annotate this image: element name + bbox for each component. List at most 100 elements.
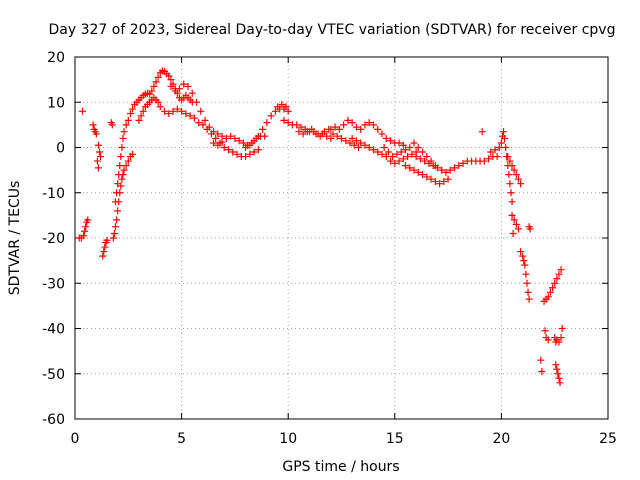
- y-tick-label: -20: [42, 231, 65, 247]
- data-point: [485, 155, 493, 163]
- data-point: [167, 76, 175, 84]
- data-point: [120, 128, 128, 136]
- data-point: [524, 288, 532, 296]
- data-point: [348, 119, 356, 127]
- data-point: [361, 141, 369, 149]
- data-point: [374, 125, 382, 133]
- data-point: [210, 139, 218, 147]
- x-axis-label: GPS time / hours: [282, 459, 399, 475]
- data-point: [94, 141, 102, 149]
- y-tick-label: -30: [42, 276, 65, 292]
- plot-frame: [74, 56, 609, 420]
- data-point: [333, 132, 341, 140]
- data-point: [284, 119, 292, 127]
- y-tick-label: -40: [42, 322, 65, 338]
- data-point: [229, 148, 237, 156]
- data-point: [218, 138, 226, 146]
- data-point: [506, 157, 514, 165]
- data-point: [346, 139, 354, 147]
- data-point: [538, 367, 546, 375]
- data-point: [380, 144, 388, 151]
- data-point: [267, 112, 275, 120]
- data-point: [517, 248, 525, 256]
- data-point: [512, 220, 520, 228]
- data-point: [320, 128, 328, 136]
- data-point: [556, 379, 564, 387]
- data-point: [118, 144, 126, 151]
- y-tick-label: 10: [47, 95, 65, 111]
- data-point: [231, 134, 239, 142]
- data-point: [399, 155, 407, 163]
- data-point: [323, 132, 331, 140]
- data-point: [239, 139, 247, 147]
- data-point: [259, 125, 267, 133]
- data-point: [338, 134, 345, 142]
- data-point: [190, 114, 198, 122]
- data-point: [94, 164, 102, 172]
- data-point: [455, 162, 463, 170]
- data-point: [254, 132, 262, 140]
- y-tick-label: 0: [56, 141, 65, 157]
- data-point: [312, 130, 320, 138]
- data-point: [523, 279, 531, 287]
- data-point: [119, 134, 127, 142]
- data-point: [103, 236, 111, 244]
- data-point: [212, 134, 220, 142]
- data-point: [487, 148, 495, 156]
- data-point: [154, 73, 162, 81]
- x-tick-label: 5: [177, 431, 186, 447]
- data-point: [101, 243, 109, 251]
- data-point: [522, 270, 530, 278]
- data-point: [207, 130, 215, 138]
- data-point: [506, 180, 514, 188]
- data-point: [425, 159, 433, 167]
- data-point: [113, 189, 121, 197]
- data-point: [414, 144, 422, 151]
- data-point: [201, 116, 209, 124]
- data-point: [278, 101, 286, 109]
- data-point: [81, 227, 89, 235]
- data-point: [261, 132, 269, 140]
- data-point: [124, 157, 132, 165]
- data-point: [129, 150, 137, 158]
- data-point: [195, 119, 203, 127]
- data-point: [115, 171, 123, 179]
- data-point: [519, 252, 527, 260]
- data-point: [382, 153, 390, 161]
- data-point: [100, 248, 108, 256]
- data-point: [299, 130, 307, 138]
- data-point: [557, 334, 565, 342]
- data-point: [171, 87, 179, 95]
- data-point: [188, 89, 196, 97]
- data-point: [139, 107, 147, 115]
- data-point: [193, 98, 201, 106]
- data-point: [374, 148, 382, 156]
- data-point: [446, 166, 454, 174]
- data-point: [510, 166, 518, 174]
- data-point: [436, 180, 444, 188]
- data-point: [254, 146, 262, 154]
- data-point: [419, 148, 427, 156]
- data-point: [387, 157, 395, 165]
- data-point: [361, 121, 369, 129]
- data-point: [551, 279, 559, 287]
- data-point: [114, 180, 122, 188]
- data-point: [109, 234, 117, 242]
- data-point: [214, 130, 222, 138]
- data-point: [537, 356, 545, 364]
- data-point: [512, 171, 520, 179]
- data-point: [242, 144, 250, 151]
- data-point: [423, 153, 431, 161]
- data-point: [442, 168, 450, 176]
- data-point: [89, 121, 97, 129]
- data-point: [233, 150, 241, 158]
- data-point: [387, 137, 395, 145]
- data-point: [478, 128, 486, 136]
- data-point: [495, 144, 503, 151]
- data-point: [293, 121, 301, 129]
- data-point: [227, 132, 235, 140]
- data-point: [552, 361, 560, 369]
- data-point: [521, 261, 529, 269]
- data-point: [555, 270, 563, 278]
- data-point: [549, 284, 557, 292]
